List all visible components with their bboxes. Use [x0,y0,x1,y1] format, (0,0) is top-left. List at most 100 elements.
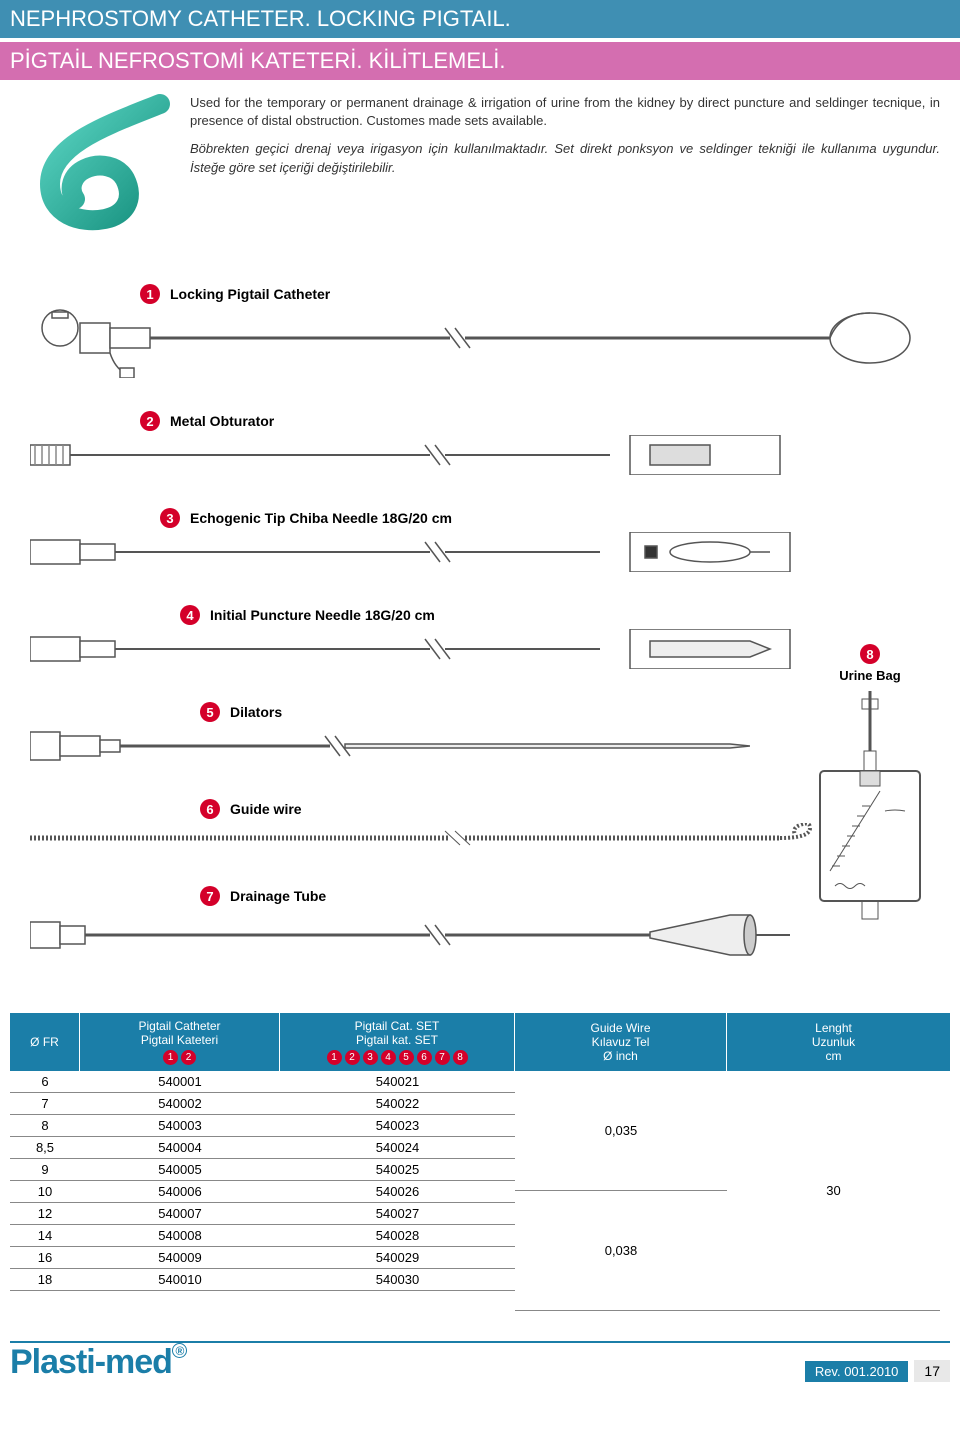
title-tr-bar: PİGTAİL NEFROSTOMİ KATETERİ. KİLİTLEMELİ… [0,42,960,80]
table-row: 8,5 540004 540024 [10,1137,515,1159]
component-number: 2 [140,411,160,431]
component-number: 1 [140,284,160,304]
header-badge: 1 [327,1050,342,1065]
table-row: 14 540008 540028 [10,1225,515,1247]
urine-bag-title: Urine Bag [810,668,930,683]
revision-label: Rev. 001.2010 [805,1361,909,1382]
component-label: 3 Echogenic Tip Chiba Needle 18G/20 cm [160,508,930,528]
urine-bag-number: 8 [860,644,880,664]
cell-pc: 540003 [80,1115,280,1137]
cell-pc: 540008 [80,1225,280,1247]
urine-bag-label: 8 Urine Bag [810,644,930,926]
cell-set: 540025 [280,1159,515,1181]
table-row: 9 540005 540025 [10,1159,515,1181]
component-drawing [30,435,930,480]
product-photo [10,94,190,234]
cell-fr: 12 [10,1203,80,1225]
th-fr: Ø FR [10,1013,80,1071]
component-number: 6 [200,799,220,819]
cell-fr: 10 [10,1181,80,1203]
cell-fr: 6 [10,1071,80,1093]
intro-en: Used for the temporary or permanent drai… [190,94,940,130]
component-number: 4 [180,605,200,625]
th-guide-wire: Guide WireKılavuz TelØ inch [515,1013,727,1071]
component-number: 5 [200,702,220,722]
intro-tr: Böbrekten geçici drenaj veya irigasyon i… [190,140,940,176]
table-row: 12 540007 540027 [10,1203,515,1225]
cell-fr: 7 [10,1093,80,1115]
component-title: Guide wire [230,801,302,817]
cell-pc: 540010 [80,1269,280,1291]
cell-set: 540028 [280,1225,515,1247]
th-pigtail-catheter: Pigtail CatheterPigtail Kateteri 12 [80,1013,280,1071]
component-title: Locking Pigtail Catheter [170,286,330,302]
component-drawing [30,308,930,383]
cell-pc: 540005 [80,1159,280,1181]
component-number: 3 [160,508,180,528]
table-row: 7 540002 540022 [10,1093,515,1115]
component-row: 2 Metal Obturator [30,411,930,480]
component-row: 7 Drainage Tube [30,886,930,965]
component-drawing [30,629,930,674]
page-footer: Plasti-med® Rev. 001.2010 17 [0,1343,960,1387]
header-badge: 6 [417,1050,432,1065]
brand-logo: Plasti-med® [10,1343,187,1382]
intro-text: Used for the temporary or permanent drai… [190,94,940,234]
cell-fr: 14 [10,1225,80,1247]
header-badge: 4 [381,1050,396,1065]
header-badge: 2 [345,1050,360,1065]
table-row: 8 540003 540023 [10,1115,515,1137]
intro-section: Used for the temporary or permanent drai… [0,84,960,254]
table-row: 10 540006 540026 [10,1181,515,1203]
cell-guide-wire: 0,035 [515,1071,727,1191]
cell-fr: 9 [10,1159,80,1181]
component-label: 1 Locking Pigtail Catheter [140,284,930,304]
component-label: 4 Initial Puncture Needle 18G/20 cm [180,605,930,625]
cell-fr: 8 [10,1115,80,1137]
header-badge: 8 [453,1050,468,1065]
component-row: 5 Dilators [30,702,930,771]
cell-set: 540026 [280,1181,515,1203]
cell-fr: 8,5 [10,1137,80,1159]
component-number: 7 [200,886,220,906]
cell-set: 540024 [280,1137,515,1159]
component-title: Drainage Tube [230,888,326,904]
table-header: Ø FR Pigtail CatheterPigtail Kateteri 12… [10,1013,950,1071]
component-title: Echogenic Tip Chiba Needle 18G/20 cm [190,510,452,526]
component-drawing [30,823,930,858]
cell-set: 540030 [280,1269,515,1291]
cell-fr: 18 [10,1269,80,1291]
component-title: Initial Puncture Needle 18G/20 cm [210,607,435,623]
component-row: 6 Guide wire [30,799,930,858]
cell-set: 540023 [280,1115,515,1137]
th-pigtail-set: Pigtail Cat. SETPigtail kat. SET 1234567… [280,1013,515,1071]
cell-set: 540029 [280,1247,515,1269]
header-badge: 2 [181,1050,196,1065]
component-drawing [30,532,930,577]
component-title: Metal Obturator [170,413,274,429]
product-table: Ø FR Pigtail CatheterPigtail Kateteri 12… [10,1013,950,1311]
header-badge: 5 [399,1050,414,1065]
table-row: 6 540001 540021 [10,1071,515,1093]
table-body: 6 540001 5400217 540002 5400228 540003 5… [10,1071,950,1311]
cell-pc: 540001 [80,1071,280,1093]
title-en-bar: NEPHROSTOMY CATHETER. LOCKING PIGTAIL. [0,0,960,38]
header-badge: 1 [163,1050,178,1065]
cell-pc: 540004 [80,1137,280,1159]
cell-fr: 16 [10,1247,80,1269]
component-label: 2 Metal Obturator [140,411,930,431]
component-title: Dilators [230,704,282,720]
page-number: 17 [914,1360,950,1382]
components-diagram: 1 Locking Pigtail Catheter 2 Metal Obtur… [0,254,960,1013]
cell-pc: 540002 [80,1093,280,1115]
component-row: 1 Locking Pigtail Catheter [30,284,930,383]
component-drawing [30,726,930,771]
th-length: LenghtUzunlukcm [727,1013,940,1071]
cell-set: 540027 [280,1203,515,1225]
cell-pc: 540007 [80,1203,280,1225]
cell-length: 30 [727,1071,940,1311]
cell-pc: 540009 [80,1247,280,1269]
cell-set: 540022 [280,1093,515,1115]
cell-guide-wire: 0,038 [515,1191,727,1311]
cell-set: 540021 [280,1071,515,1093]
